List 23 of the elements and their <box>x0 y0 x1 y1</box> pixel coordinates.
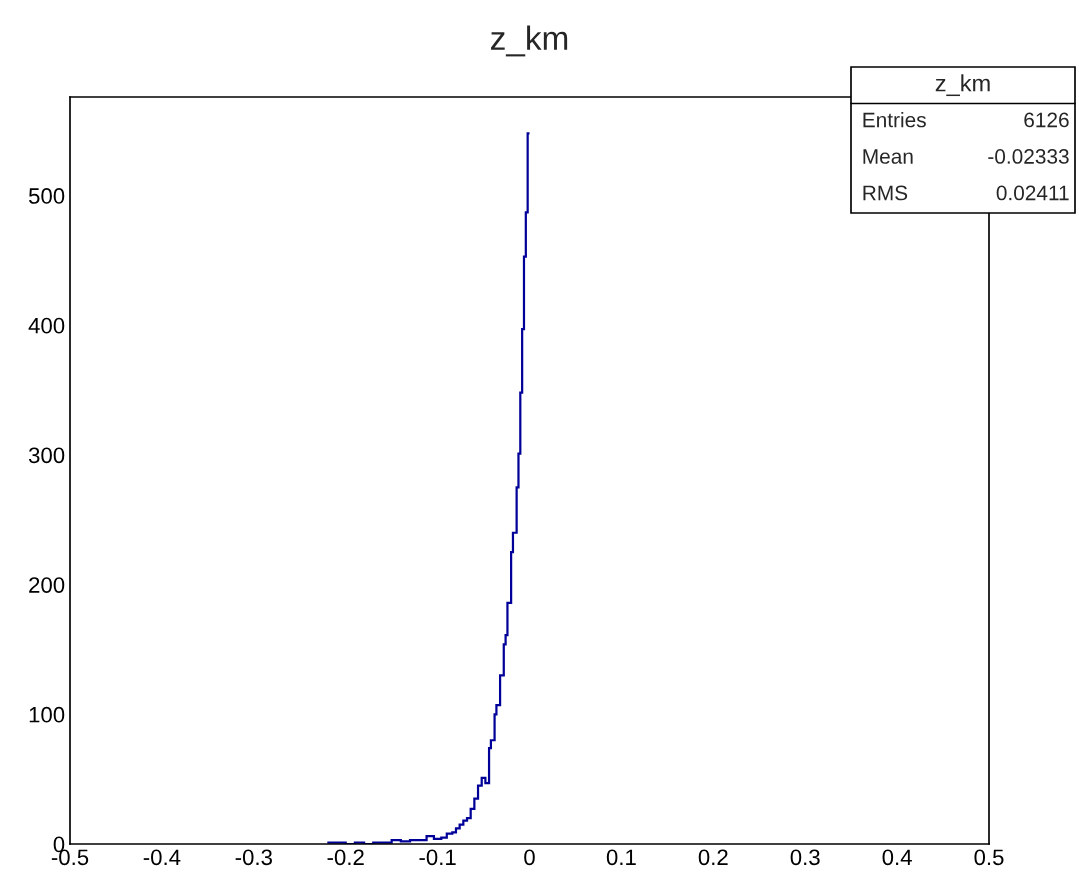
x-tick-label: 0.2 <box>698 849 728 866</box>
x-tick-label: 0.3 <box>790 849 820 866</box>
text: 0.02411 <box>996 185 1069 201</box>
y-tick-label: 300 <box>28 447 65 464</box>
y-tick-label: 500 <box>28 188 65 204</box>
x-tick-label: 0.1 <box>606 849 636 866</box>
annotation: Entries <box>863 112 926 128</box>
x-tick-label: 0.4 <box>882 849 912 866</box>
x-tick-label: -0.3 <box>235 849 272 866</box>
annotation: -0.02333 <box>988 149 1069 164</box>
y-tick-label: 400 <box>28 317 65 334</box>
annotation: RMS <box>863 185 908 201</box>
x-tick-label: -0.2 <box>327 849 364 866</box>
x-tick-label: -0.4 <box>143 849 181 866</box>
y-tick-label: 200 <box>29 577 65 593</box>
y-tick-label: 100 <box>29 706 65 723</box>
text: 6126 <box>1024 112 1069 128</box>
x-tick-label: 0 <box>524 849 535 866</box>
text: z_km <box>935 74 990 97</box>
x-tick-label: 0.5 <box>974 849 1004 866</box>
x-tick-label: -0.1 <box>419 849 456 866</box>
annotation: Mean <box>863 149 913 164</box>
chart-title: z_km <box>491 25 568 57</box>
